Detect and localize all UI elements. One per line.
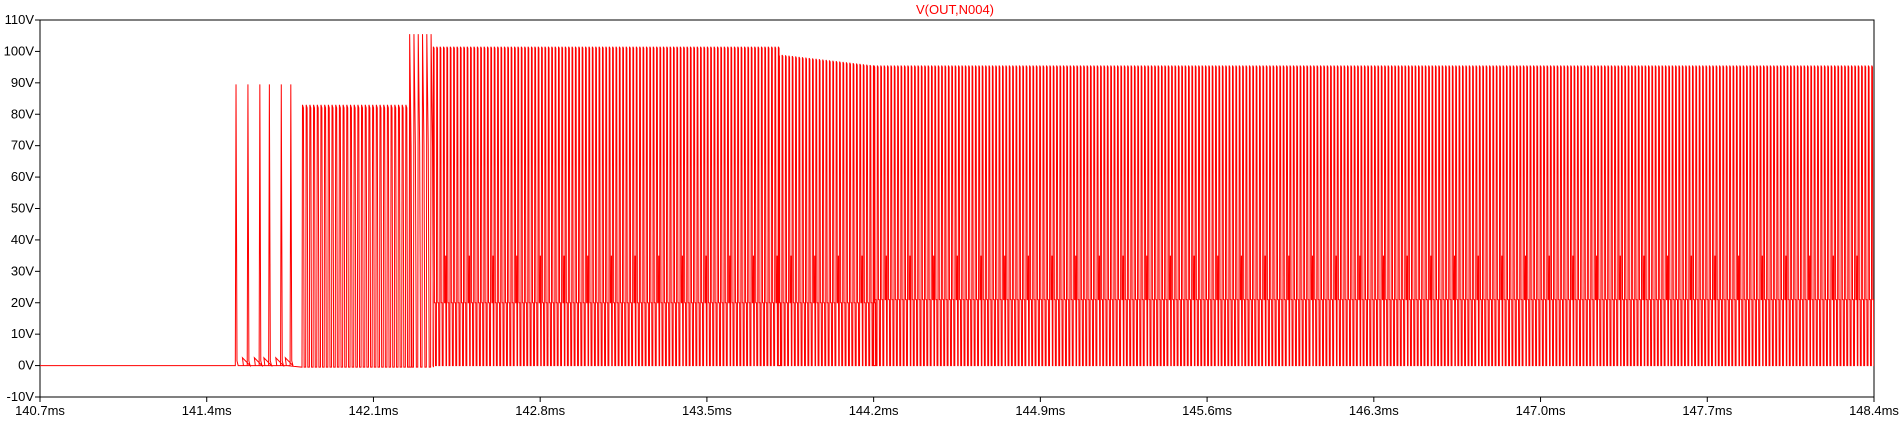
- x-axis: 140.7ms 141.4ms 142.1ms 142.8ms 143.5ms 144.2…: [15, 397, 1899, 418]
- x-tick-label: 142.1ms: [349, 403, 399, 418]
- y-tick-label: 80V: [11, 106, 34, 121]
- y-tick-label: 0V: [18, 358, 34, 373]
- y-tick-label: 90V: [11, 75, 34, 90]
- series-line-v-out-n004: [40, 34, 1874, 368]
- x-tick-label: 144.2ms: [849, 403, 899, 418]
- x-tick-label: 142.8ms: [515, 403, 565, 418]
- x-tick-label: 143.5ms: [682, 403, 732, 418]
- y-tick-label: 100V: [4, 43, 35, 58]
- y-tick-label: 110V: [5, 12, 35, 27]
- x-tick-label: 141.4ms: [182, 403, 232, 418]
- x-tick-label: 145.6ms: [1182, 403, 1232, 418]
- x-tick-label: 144.9ms: [1015, 403, 1065, 418]
- x-tick-label: 146.3ms: [1349, 403, 1399, 418]
- y-tick-label: 20V: [11, 295, 34, 310]
- x-tick-label: 140.7ms: [15, 403, 65, 418]
- y-tick-label: 70V: [11, 138, 34, 153]
- y-tick-label: 50V: [11, 201, 34, 216]
- y-axis: 110V 100V 90V 80V 70V 60V 50V 40V 30V 20V 10V 0V -10…: [4, 12, 40, 404]
- y-tick-label: 40V: [11, 232, 34, 247]
- series-layer: [40, 34, 1874, 368]
- y-tick-label: 30V: [11, 263, 34, 278]
- x-tick-label: 148.4ms: [1849, 403, 1899, 418]
- x-tick-label: 147.7ms: [1682, 403, 1732, 418]
- y-tick-label: -10V: [7, 389, 35, 404]
- x-tick-label: 147.0ms: [1516, 403, 1566, 418]
- chart-title: V(OUT,N004): [916, 2, 994, 17]
- y-tick-label: 10V: [11, 326, 34, 341]
- y-tick-label: 60V: [11, 169, 34, 184]
